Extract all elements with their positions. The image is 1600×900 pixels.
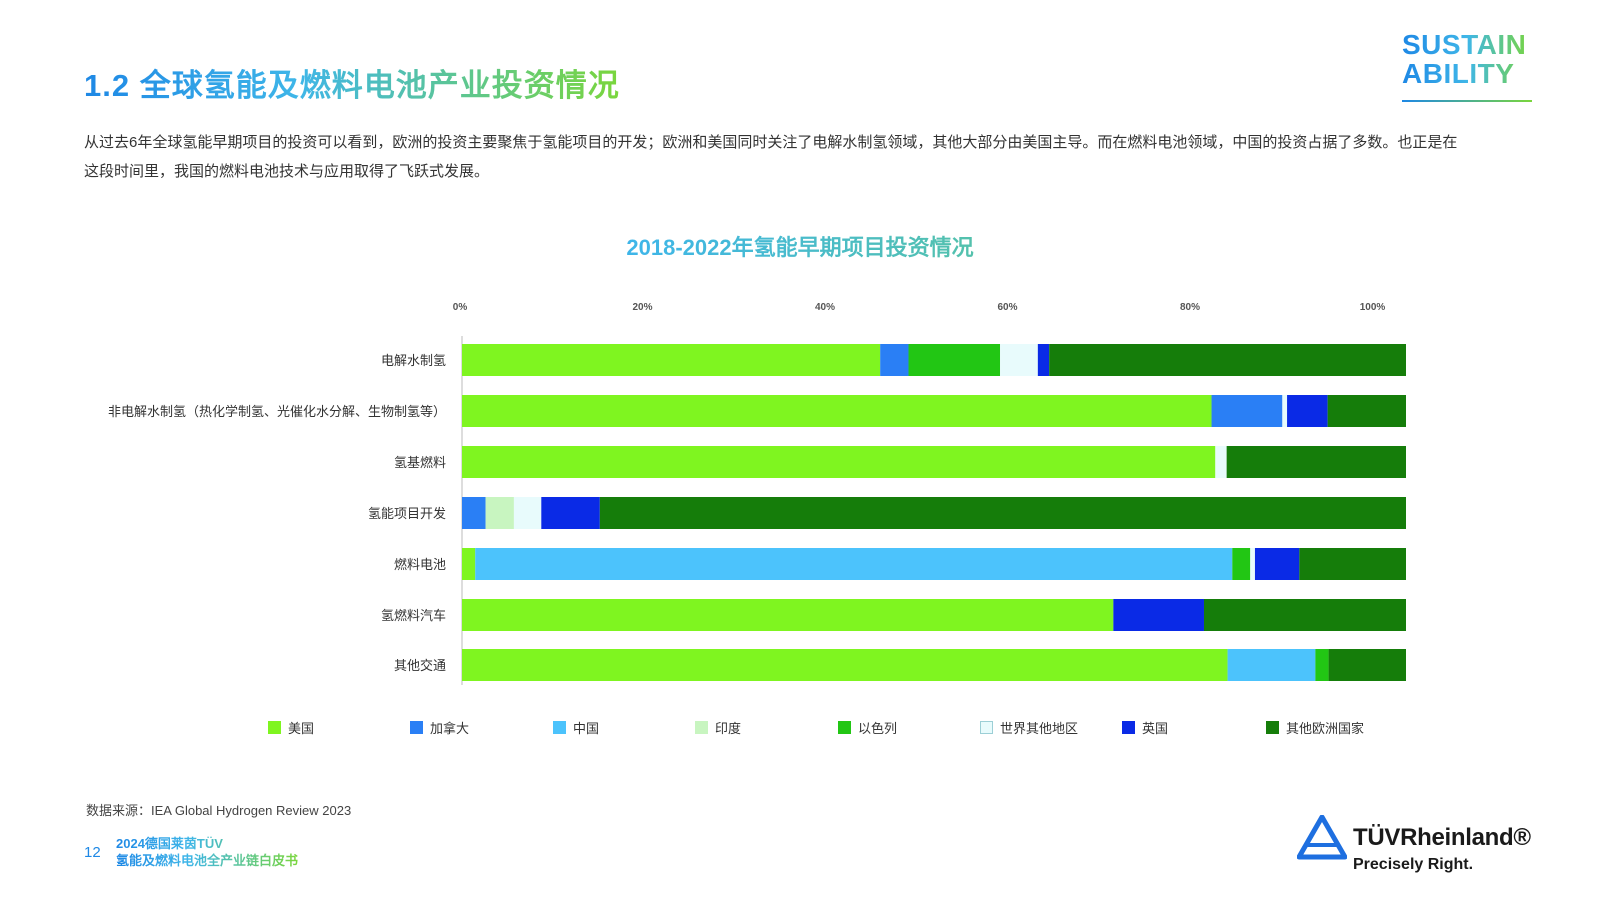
intro-paragraph: 从过去6年全球氢能早期项目的投资可以看到，欧洲的投资主要聚焦于氢能项目的开发；欧…: [84, 134, 1458, 180]
bar-segment: [1287, 395, 1328, 427]
logo-line-1: SUSTAIN: [1402, 30, 1532, 59]
legend-item: 加拿大: [410, 718, 469, 737]
bar-segment: [1328, 649, 1406, 681]
legend-label: 以色列: [858, 721, 898, 736]
legend-swatch: [838, 721, 851, 734]
bar-segment: [1215, 446, 1227, 478]
x-tick-label: 100%: [1360, 302, 1386, 313]
category-label: 氢基燃料: [394, 455, 446, 470]
bar-segment: [485, 497, 514, 529]
category-label: 燃料电池: [394, 557, 446, 572]
sustainability-logo: SUSTAIN ABILITY: [1402, 30, 1532, 102]
bar-segment: [1037, 344, 1050, 376]
legend-label: 中国: [573, 721, 600, 736]
category-label: 电解水制氢: [381, 353, 446, 368]
category-label: 其他交通: [394, 658, 446, 673]
category-label: 氢能项目开发: [368, 506, 446, 521]
legend-item: 英国: [1122, 718, 1168, 737]
legend-item: 中国: [553, 718, 599, 737]
category-label: 氢燃料汽车: [381, 608, 446, 623]
legend-swatch: [1266, 721, 1279, 734]
footer-title-line-1: 2024德国莱茵TÜV: [116, 835, 298, 852]
bar-segment: [462, 395, 1212, 427]
legend-item: 印度: [695, 718, 741, 737]
legend-item: 以色列: [838, 718, 897, 737]
bar-segment: [462, 497, 486, 529]
bar-segment: [1227, 649, 1316, 681]
legend-label: 英国: [1142, 721, 1169, 736]
x-tick-label: 20%: [632, 302, 652, 313]
legend-swatch: [553, 721, 566, 734]
tuv-rheinland-logo: TÜVRheinland® Precisely Right.: [1296, 814, 1531, 873]
x-tick-label: 60%: [997, 302, 1017, 313]
legend-item: 世界其他地区: [980, 718, 1078, 737]
bar-segment: [462, 599, 1114, 631]
x-tick-label: 80%: [1180, 302, 1200, 313]
legend-swatch: [695, 721, 708, 734]
bar-segment: [1250, 548, 1255, 580]
tuv-tagline: Precisely Right.: [1353, 856, 1474, 873]
x-tick-label: 40%: [815, 302, 835, 313]
bar-segment: [1327, 395, 1406, 427]
bar-segment: [1113, 599, 1204, 631]
legend-item: 其他欧洲国家: [1266, 718, 1364, 737]
category-label: 非电解水制氢（热化学制氢、光催化水分解、生物制氢等）: [108, 404, 446, 419]
bar-segment: [908, 344, 1001, 376]
bar-segment: [541, 497, 600, 529]
x-axis-ticks: 0% 20% 40% 60% 80% 100%: [453, 302, 1386, 313]
bar-segment: [475, 548, 1233, 580]
bar-segment: [1299, 548, 1406, 580]
legend: 美国 加拿大 中国 印度 以色列 世界其他地区 英国 其他欧洲国家: [0, 718, 1600, 742]
legend-swatch: [268, 721, 281, 734]
tuv-triangle-icon: [1296, 814, 1348, 860]
legend-label: 加拿大: [430, 721, 470, 736]
logo-underline: [1402, 100, 1532, 102]
legend-item: 美国: [268, 718, 314, 737]
bar-segment: [513, 497, 542, 529]
bar-segments: [462, 344, 1406, 681]
stacked-bar-chart: 0% 20% 40% 60% 80% 100% 电解水制氢非电解水制氢（热化学制氢、光催化…: [108, 302, 1406, 685]
bar-segment: [462, 446, 1216, 478]
bar-segment: [1282, 395, 1288, 427]
bar-segment: [462, 548, 476, 580]
bar-segment: [1000, 344, 1038, 376]
bar-segment: [462, 344, 881, 376]
bar-segment: [1232, 548, 1251, 580]
legend-label: 美国: [288, 721, 315, 736]
bar-segment: [1049, 344, 1406, 376]
logo-line-2: ABILITY: [1402, 59, 1532, 88]
data-source: 数据来源：IEA Global Hydrogen Review 2023: [86, 803, 352, 818]
footer-document-title: 2024德国莱茵TÜV 氢能及燃料电池全产业链白皮书: [116, 835, 298, 869]
x-tick-label: 0%: [453, 302, 468, 313]
footer-title-line-2: 氢能及燃料电池全产业链白皮书: [116, 853, 299, 868]
bar-segment: [1226, 446, 1406, 478]
legend-swatch: [1122, 721, 1135, 734]
legend-label: 其他欧洲国家: [1286, 721, 1365, 736]
chart-title: 2018-2022年氢能早期项目投资情况: [0, 230, 1600, 262]
bar-segment: [1254, 548, 1300, 580]
bar-segment: [462, 649, 1228, 681]
legend-swatch: [410, 721, 423, 734]
page-title: 1.2 全球氢能及燃料电池产业投资情况: [84, 60, 620, 105]
legend-swatch: [980, 721, 993, 734]
page-number: 12: [84, 844, 101, 861]
legend-label: 世界其他地区: [1000, 721, 1079, 736]
bar-segment: [1315, 649, 1329, 681]
legend-label: 印度: [715, 721, 742, 736]
bar-segment: [1211, 395, 1283, 427]
tuv-brand-name: TÜVRheinland®: [1353, 824, 1531, 851]
bar-segment: [880, 344, 909, 376]
bar-segment: [599, 497, 1406, 529]
bar-segment: [1203, 599, 1406, 631]
